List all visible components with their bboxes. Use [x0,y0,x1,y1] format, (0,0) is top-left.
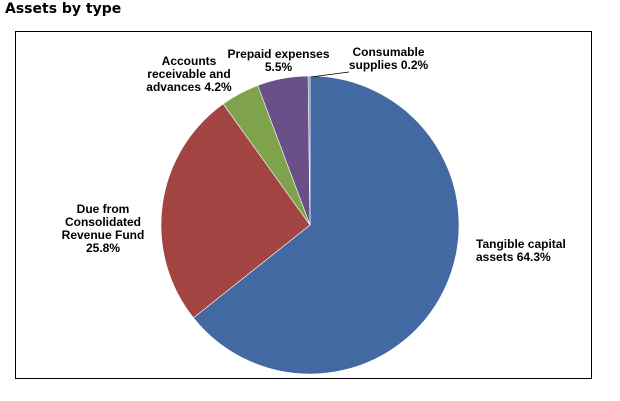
slice-label-due-from-crf: Due from Consolidated Revenue Fund 25.8% [61,202,145,255]
slice-label-prepaid-expenses: Prepaid expenses 5.5% [227,47,330,74]
page-title: Assets by type [5,1,122,17]
slice-tangible-capital-assets [192,75,460,375]
slice-label-tangible-capital-assets: Tangible capital assets 64.3% [476,237,566,264]
leader-line-consumable-supplies [310,71,350,78]
slice-due-from-crf [160,103,311,319]
slice-label-consumable-supplies: Consumable supplies 0.2% [348,45,429,72]
chart-frame: Tangible capital assets 64.3% Due from C… [15,31,592,379]
pie-chart [160,71,460,375]
slice-consumable-supplies [307,75,311,226]
slice-label-accounts-receivable: Accounts receivable and advances 4.2% [146,54,232,94]
